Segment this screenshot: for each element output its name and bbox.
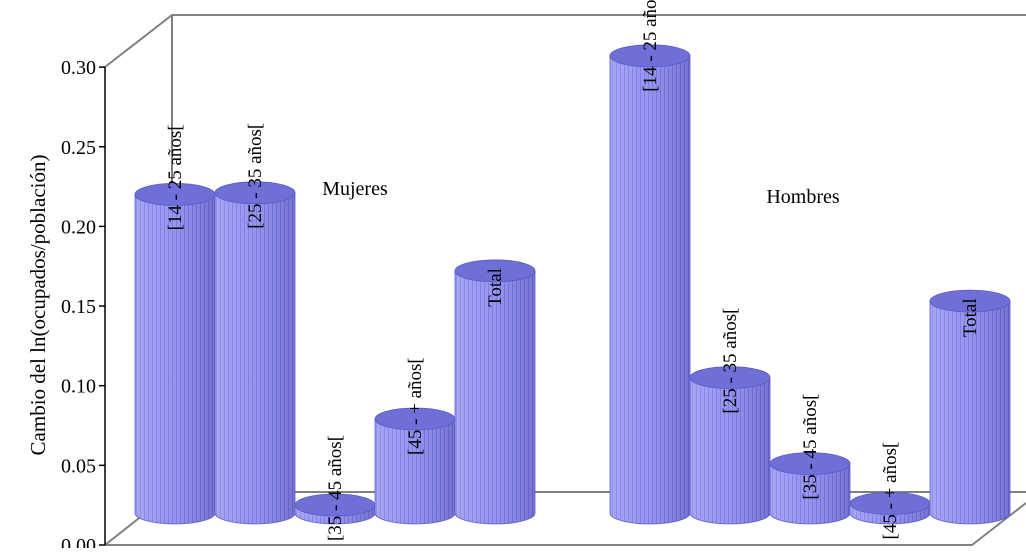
bar-category-label: [35 - 45 años[ [800,394,821,500]
bar-hombres-2 [689,366,771,525]
bar-shading [134,194,216,525]
bars-layer [134,44,1011,525]
bar-hombres-4 [849,492,931,525]
y-tick-label: 0.10 [61,376,96,398]
labels-layer: Mujeres [14 - 25 años[ [25 - 35 años[ [35 -… [165,0,981,541]
bar-top [929,289,1011,313]
bar-mujeres-3 [294,493,376,525]
bar-top [214,181,296,205]
bar-top [609,44,691,68]
bar-shading [454,270,536,525]
y-tick-label: 0.30 [61,57,96,79]
bar-shading [374,418,456,525]
group-label-hombres: Hombres [766,186,840,208]
y-axis-label: Cambio del ln(ocupados/población) [26,155,50,456]
bar-category-label: Total [960,298,981,337]
y-axis: 0.00 0.05 0.10 0.15 0.20 0.25 0.30 [61,57,105,553]
bar-mujeres-5 [454,259,536,525]
depth-edge-top [104,14,173,68]
floor-right-edge [971,502,1026,546]
y-tick-label: 0.20 [61,216,96,238]
group-label-mujeres: Mujeres [322,178,388,200]
bar-hombres-3 [769,452,851,525]
bar-top [454,259,536,283]
bar-category-label: [14 - 25 años[ [640,0,661,92]
bar-shading [929,300,1011,525]
bar-top [769,452,851,476]
bar-mujeres-2 [214,181,296,525]
bar-mujeres-4 [374,407,456,525]
bar-hombres-1 [609,44,691,525]
bar-category-label: Total [485,268,506,307]
bar-category-label: [45 - + años[ [880,442,901,540]
bar-mujeres-1 [134,182,216,525]
bar-category-label: [25 - 35 años[ [245,123,266,229]
bar-shading [609,55,691,525]
y-tick-label: 0.05 [61,455,96,477]
bar-shading [214,192,296,525]
y-tick-label: 0.25 [61,137,96,159]
bar-category-label: [45 - + años[ [405,357,426,455]
y-tick-label: 0.00 [61,535,96,548]
chart-frame [104,14,1026,546]
bar-shading [689,377,771,525]
bar-hombres-5 [929,289,1011,525]
bar-top [689,366,771,389]
bar-shading [769,463,851,525]
y-tick-label: 0.15 [61,296,96,318]
bar-category-label: [14 - 25 años[ [165,124,186,230]
bar-category-label: [35 - 45 años[ [325,435,346,541]
bar-category-label: [25 - 35 años[ [720,308,741,414]
